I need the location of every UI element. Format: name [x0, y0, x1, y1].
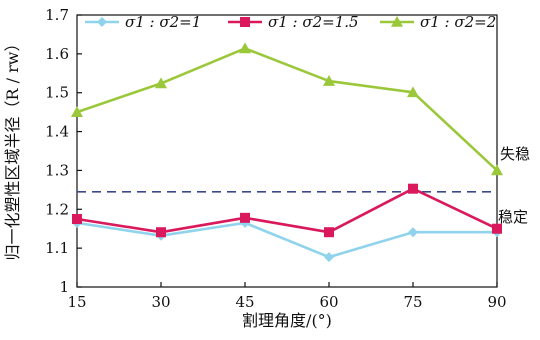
- series-line: [76, 47, 498, 172]
- x-tick-label: 60: [319, 293, 338, 311]
- x-tick-label: 90: [487, 293, 506, 311]
- y-tick-label: 1.7: [45, 6, 69, 24]
- axes: 15 30 45 60 75 90 1 1.1 1.2 1.3 1.4 1.5 1.6 1.7: [45, 6, 506, 311]
- legend-label: σ1 : σ2=2: [420, 13, 496, 31]
- data-point: [72, 214, 82, 224]
- annotation-unstable: 失稳: [500, 145, 530, 163]
- legend-entry: σ1 : σ2=2: [380, 13, 496, 31]
- data-point: [71, 106, 83, 117]
- x-tick-label: 15: [67, 293, 86, 311]
- x-tick-label: 75: [403, 293, 422, 311]
- series-3: [71, 42, 503, 176]
- x-tick-label: 45: [235, 293, 254, 311]
- data-point: [492, 223, 502, 234]
- data-point: [156, 227, 166, 238]
- data-point: [324, 252, 334, 263]
- data-point: [407, 86, 419, 98]
- series-group: [71, 42, 503, 263]
- x-tick-label: 30: [151, 293, 170, 311]
- legend-label: σ1 : σ2=1: [125, 13, 201, 31]
- y-tick-label: 1.6: [45, 45, 69, 63]
- data-point: [408, 183, 418, 194]
- data-point: [240, 212, 250, 223]
- y-axis-title: 归一化塑性区域半径（R / rw）: [3, 36, 22, 261]
- data-point: [323, 75, 335, 86]
- legend-entry: σ1 : σ2=1.5: [228, 13, 359, 31]
- legend-entry: σ1 : σ2=1: [85, 13, 201, 31]
- annotation-stable: 稳定: [498, 208, 528, 226]
- y-tick-label: 1.4: [45, 123, 69, 141]
- legend: σ1 : σ2=1 σ1 : σ2=1.5 σ1 : σ2=2: [85, 13, 496, 31]
- data-point: [239, 42, 251, 54]
- data-point: [408, 227, 418, 238]
- legend-marker: [240, 17, 250, 27]
- legend-marker: [391, 16, 403, 27]
- legend-label: σ1 : σ2=1.5: [268, 13, 359, 31]
- series-2: [72, 183, 502, 238]
- data-point: [155, 77, 167, 89]
- y-tick-label: 1: [59, 278, 69, 296]
- series-line: [76, 221, 497, 259]
- y-tick-label: 1.2: [45, 200, 69, 218]
- y-tick-label: 1.1: [45, 239, 69, 257]
- series-line: [76, 187, 498, 234]
- data-point: [491, 164, 503, 176]
- y-tick-label: 1.3: [45, 161, 69, 179]
- plot-frame: [76, 14, 498, 288]
- y-tick-label: 1.5: [45, 84, 69, 102]
- legend-marker: [97, 17, 107, 27]
- x-axis-title: 割理角度/(°): [242, 311, 332, 330]
- data-point: [324, 227, 334, 238]
